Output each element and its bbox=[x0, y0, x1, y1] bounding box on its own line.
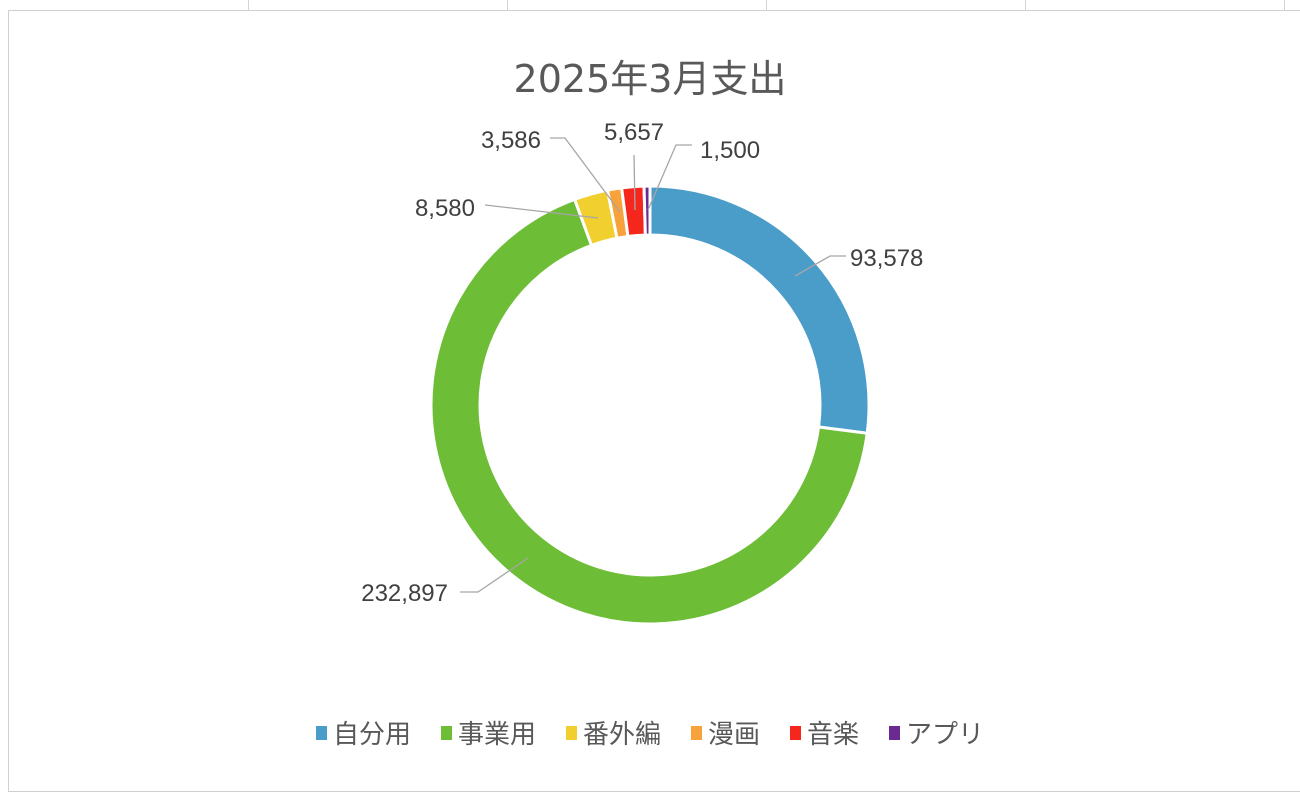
doughnut-chart[interactable] bbox=[8, 10, 1300, 792]
legend-label: 番外編 bbox=[582, 720, 661, 750]
slice-0[interactable] bbox=[648, 184, 871, 435]
legend-label: アプリ bbox=[906, 720, 985, 750]
leader-line-2 bbox=[484, 204, 599, 219]
legend-swatch bbox=[790, 725, 802, 740]
data-label-0: 93,578 bbox=[850, 245, 923, 272]
legend-swatch bbox=[691, 725, 702, 740]
legend-label: 事業用 bbox=[457, 720, 536, 750]
legend-swatch bbox=[565, 725, 577, 740]
legend-item[interactable]: 番外編 bbox=[565, 714, 661, 751]
legend-item[interactable]: 音楽 bbox=[790, 714, 859, 751]
leader-line-4 bbox=[633, 154, 636, 211]
legend-swatch bbox=[889, 725, 901, 740]
legend: 自分用 事業用 番外編 漫画 音楽 アプリ bbox=[0, 714, 1300, 751]
legend-item[interactable]: 事業用 bbox=[440, 714, 536, 751]
legend-label: 音楽 bbox=[807, 720, 860, 750]
leader-line-0 bbox=[794, 255, 846, 277]
legend-item[interactable]: 自分用 bbox=[315, 714, 411, 751]
chart-title: 2025年3月支出 bbox=[513, 57, 787, 101]
data-label-2: 8,580 bbox=[415, 195, 475, 222]
legend-swatch bbox=[315, 725, 327, 740]
legend-label: 自分用 bbox=[332, 720, 411, 750]
legend-swatch bbox=[440, 725, 452, 740]
data-label-1: 232,897 bbox=[361, 580, 448, 607]
leader-line-1 bbox=[460, 557, 529, 593]
legend-item[interactable]: アプリ bbox=[889, 714, 984, 751]
legend-item[interactable]: 漫画 bbox=[691, 714, 760, 751]
data-label-5: 1,500 bbox=[700, 137, 760, 164]
leader-line-5 bbox=[647, 144, 692, 211]
leader-line-3 bbox=[550, 137, 621, 213]
data-label-4: 5,657 bbox=[604, 119, 664, 146]
slice-5[interactable] bbox=[642, 184, 652, 237]
data-label-3: 3,586 bbox=[481, 127, 541, 154]
legend-label: 漫画 bbox=[708, 720, 761, 750]
